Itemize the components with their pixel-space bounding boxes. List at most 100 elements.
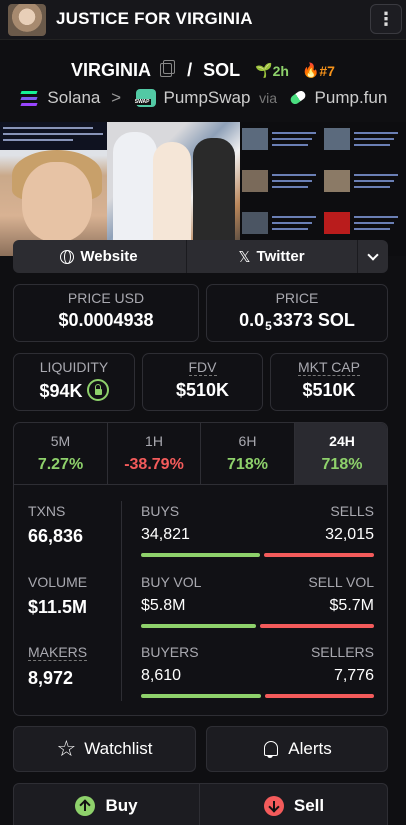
tab-24h[interactable]: 24H 718%: [295, 423, 387, 485]
tab-5m[interactable]: 5M 7.27%: [14, 423, 108, 485]
pair-quote: SOL: [203, 59, 241, 80]
banner-news-snippet: [0, 122, 107, 150]
watchlist-button[interactable]: ☆ Watchlist: [13, 726, 196, 772]
copy-icon[interactable]: [160, 60, 176, 78]
dex-link[interactable]: PumpSwap: [163, 87, 251, 107]
liquidity-card: LIQUIDITY $94K: [13, 353, 135, 411]
twitter-button[interactable]: 𝕏 Twitter: [186, 240, 356, 273]
price-zero-count: 5: [265, 319, 272, 333]
tab-6h[interactable]: 6H 718%: [201, 423, 295, 485]
token-title: JUSTICE FOR VIRGINIA: [56, 9, 253, 28]
buyers-bar-fill: [141, 694, 262, 698]
price-digits: 3373 SOL: [272, 310, 355, 330]
banner-photo-center: [107, 122, 240, 256]
buys-label: BUYS: [141, 503, 180, 519]
banner-news-grid: [240, 122, 406, 256]
alerts-button[interactable]: Alerts: [206, 726, 388, 772]
buys-sells-bar: [141, 553, 374, 557]
more-vertical-icon[interactable]: ⋮: [370, 4, 402, 34]
pair-age: 🌱2h: [255, 61, 289, 79]
pair-line: VIRGINIA / SOL 🌱2h 🔥#7: [0, 59, 406, 81]
tab-6h-label: 6H: [238, 433, 257, 449]
buyvol-value: $5.8M: [141, 597, 186, 614]
mktcap-label: MKT CAP: [298, 359, 360, 376]
tab-5m-change: 7.27%: [37, 456, 84, 473]
trade-bar: Buy Sell: [13, 783, 388, 825]
price-usd-card: PRICE USD $0.0004938: [13, 284, 199, 342]
token-avatar: [8, 4, 46, 36]
sellers-bar-fill: [265, 694, 374, 698]
tab-1h[interactable]: 1H -38.79%: [108, 423, 201, 485]
pair-base: VIRGINIA: [71, 59, 152, 80]
volume-label: VOLUME: [28, 574, 88, 590]
trending-rank[interactable]: 🔥#7: [301, 61, 335, 79]
arrow-down-circle-icon: [263, 796, 284, 816]
buyers-sellers-split: BUYERS SELLERS 8,610 7,776: [141, 644, 374, 698]
buyers-value: 8,610: [141, 667, 182, 684]
buys-sells-split: BUYS SELLS 34,821 32,015: [141, 503, 374, 557]
liquidity-label: LIQUIDITY: [39, 359, 109, 375]
timeframe-tabs: 5M 7.27% 1H -38.79% 6H 718% 24H 718%: [14, 423, 387, 485]
watchlist-label: Watchlist: [84, 739, 153, 758]
route-line: Solana > PumpSwap via Pump.fun: [0, 87, 406, 108]
liquidity-value: $94K: [14, 379, 134, 402]
tab-6h-change: 718%: [227, 456, 268, 473]
sells-label: SELLS: [330, 503, 374, 519]
twitter-label: Twitter: [256, 248, 305, 265]
price-prefix: 0.0: [239, 310, 265, 330]
sellvol-value: $5.7M: [329, 597, 374, 614]
globe-icon: [60, 249, 75, 264]
tab-5m-label: 5M: [50, 433, 71, 449]
volume-bar: [141, 624, 374, 628]
trending-rank-value: #7: [319, 62, 335, 79]
sellers-label: SELLERS: [310, 644, 374, 660]
liquidity-amount: $94K: [39, 381, 83, 401]
mktcap-card: MKT CAP $510K: [270, 353, 388, 411]
volume-metric: VOLUME $11.5M: [28, 574, 87, 618]
social-links-bar: Website 𝕏 Twitter: [13, 240, 388, 273]
price-native-value: 0.053373 SOL: [207, 310, 387, 333]
pumpswap-icon: [133, 88, 156, 107]
price-usd-label: PRICE USD: [67, 290, 145, 306]
sell-label: Sell: [293, 796, 325, 815]
alerts-label: Alerts: [288, 739, 332, 758]
chain-link[interactable]: Solana: [47, 87, 101, 107]
via-label: via: [259, 89, 278, 106]
buyers-sellers-bar: [141, 694, 374, 698]
star-icon: ☆: [56, 736, 77, 761]
sell-button[interactable]: Sell: [201, 784, 387, 825]
fdv-value: $510K: [175, 380, 230, 400]
lock-icon[interactable]: [86, 379, 109, 401]
buyers-label: BUYERS: [141, 644, 199, 660]
token-banner-image: [0, 122, 406, 256]
actions-row: ☆ Watchlist Alerts: [13, 726, 388, 772]
fdv-card: FDV $510K: [142, 353, 263, 411]
tab-1h-change: -38.79%: [124, 456, 184, 473]
sells-bar-fill: [264, 553, 374, 557]
buyvol-bar-fill: [141, 624, 256, 628]
buy-button[interactable]: Buy: [14, 784, 200, 825]
tab-24h-label: 24H: [329, 433, 355, 449]
tab-1h-label: 1H: [145, 433, 163, 449]
tab-24h-change: 718%: [321, 456, 363, 473]
buys-value: 34,821: [141, 526, 190, 543]
chevron-right-icon: >: [111, 87, 122, 107]
website-button[interactable]: Website: [13, 240, 185, 273]
volume-value: $11.5M: [28, 597, 88, 617]
makers-label: MAKERS: [28, 644, 88, 661]
makers-value: 8,972: [28, 668, 74, 688]
mktcap-value: $510K: [302, 380, 356, 400]
launchpad-link[interactable]: Pump.fun: [314, 87, 388, 107]
makers-metric: MAKERS 8,972: [28, 644, 88, 689]
stats-divider: [121, 501, 122, 701]
txns-value: 66,836: [28, 526, 84, 546]
sellers-value: 7,776: [333, 667, 374, 684]
chevron-down-icon: [367, 248, 379, 261]
x-logo-icon: 𝕏: [238, 248, 251, 266]
more-links-button[interactable]: [357, 240, 388, 273]
sellvol-bar-fill: [259, 624, 374, 628]
solana-icon: [19, 90, 39, 106]
txns-metric: TXNS 66,836: [28, 503, 83, 547]
buys-bar-fill: [141, 553, 261, 557]
sellvol-label: SELL VOL: [308, 574, 374, 590]
